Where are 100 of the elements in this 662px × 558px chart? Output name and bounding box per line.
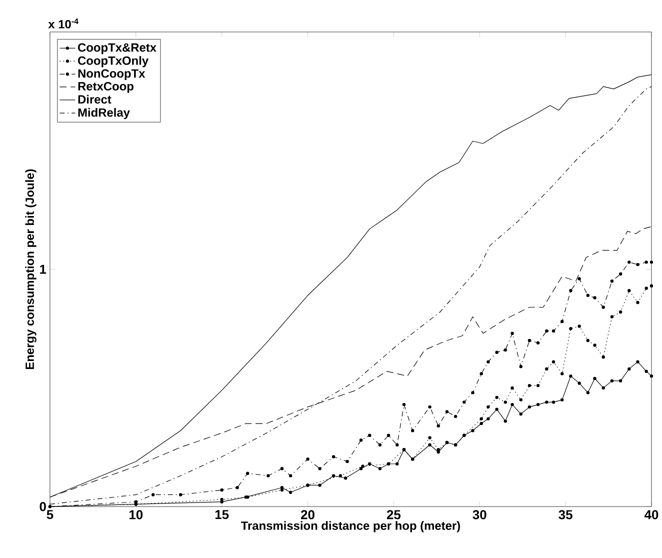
- point: [593, 344, 596, 348]
- point: [359, 467, 363, 470]
- point: [536, 341, 540, 345]
- point: [552, 330, 556, 333]
- legend-label: Direct: [78, 95, 112, 104]
- x-tick-label: 35: [558, 510, 572, 520]
- point: [519, 365, 522, 368]
- point: [510, 386, 514, 390]
- point: [628, 260, 631, 264]
- point: [338, 474, 342, 478]
- point: [346, 460, 349, 464]
- point: [495, 350, 498, 354]
- x-tick-label: 15: [215, 510, 229, 520]
- point: [636, 301, 640, 304]
- point: [486, 406, 490, 409]
- point: [280, 486, 284, 490]
- point: [178, 493, 182, 497]
- point: [462, 400, 466, 404]
- point: [545, 330, 548, 333]
- text: x 10$^{-4}$: [48, 18, 78, 29]
- point: [636, 360, 640, 364]
- point: [480, 372, 483, 376]
- point: [318, 467, 322, 470]
- x-axis-title: Transmission distance per hop (meter): [241, 521, 460, 532]
- point: [402, 403, 406, 406]
- point: [578, 324, 581, 328]
- point: [436, 448, 440, 452]
- point: [593, 296, 596, 300]
- point: [545, 400, 548, 404]
- point: [411, 429, 414, 432]
- point: [560, 398, 564, 402]
- point: [288, 490, 292, 494]
- point: [528, 384, 532, 388]
- point: [560, 372, 564, 376]
- point: [636, 263, 640, 266]
- y-tick-label: 0: [40, 502, 46, 512]
- point: [569, 327, 572, 330]
- point: [359, 438, 363, 442]
- point: [504, 348, 507, 352]
- legend-label: NonCoopTx: [78, 69, 146, 80]
- point: [386, 434, 390, 438]
- legend-label: MidRelay: [78, 108, 130, 120]
- point: [436, 424, 440, 428]
- y-tick-label: 1: [40, 265, 46, 274]
- point: [586, 391, 590, 394]
- point: [332, 455, 336, 459]
- point: [569, 289, 572, 292]
- point: [618, 310, 622, 314]
- point: [628, 289, 631, 292]
- point: [504, 400, 507, 404]
- point: [610, 280, 614, 283]
- point: [644, 260, 648, 264]
- point: [602, 306, 605, 310]
- point: [578, 382, 581, 385]
- point: [495, 408, 498, 412]
- point: [486, 417, 490, 421]
- point: [378, 444, 382, 447]
- point: [650, 284, 654, 288]
- point: [280, 488, 284, 492]
- point: [504, 420, 507, 423]
- point: [536, 403, 540, 406]
- point: [266, 474, 270, 478]
- point: [378, 467, 382, 470]
- point: [552, 360, 556, 364]
- point: [593, 377, 596, 380]
- point: [528, 406, 532, 409]
- point: [368, 434, 372, 438]
- point: [536, 384, 540, 388]
- x-tick-label: 40: [644, 510, 658, 520]
- point: [361, 464, 364, 468]
- point: [471, 391, 474, 394]
- point: [586, 339, 590, 342]
- point: [552, 400, 556, 404]
- legend-label: RetxCoop: [78, 82, 134, 94]
- point: [610, 315, 614, 319]
- point: [220, 488, 224, 492]
- point: [495, 396, 498, 400]
- point: [510, 403, 514, 406]
- point: [220, 498, 224, 502]
- point: [396, 444, 399, 447]
- point: [644, 370, 648, 374]
- point: [650, 374, 654, 378]
- point: [471, 429, 474, 432]
- point: [445, 410, 449, 414]
- legend-label: CoopTx&Retx: [78, 43, 156, 54]
- point: [560, 320, 564, 324]
- point: [428, 406, 432, 409]
- point: [628, 368, 631, 371]
- point: [480, 422, 483, 426]
- y-axis-title: Energy consumption per bit (Joule): [25, 170, 36, 370]
- x-tick-label: 10: [130, 510, 143, 520]
- point: [545, 368, 548, 371]
- x-tick-label: 5: [46, 510, 54, 520]
- point: [318, 484, 322, 488]
- point: [368, 462, 372, 466]
- point: [344, 476, 348, 480]
- legend-label: CoopTxOnly: [78, 56, 148, 68]
- point: [610, 379, 614, 383]
- point: [510, 332, 514, 336]
- point: [569, 374, 572, 378]
